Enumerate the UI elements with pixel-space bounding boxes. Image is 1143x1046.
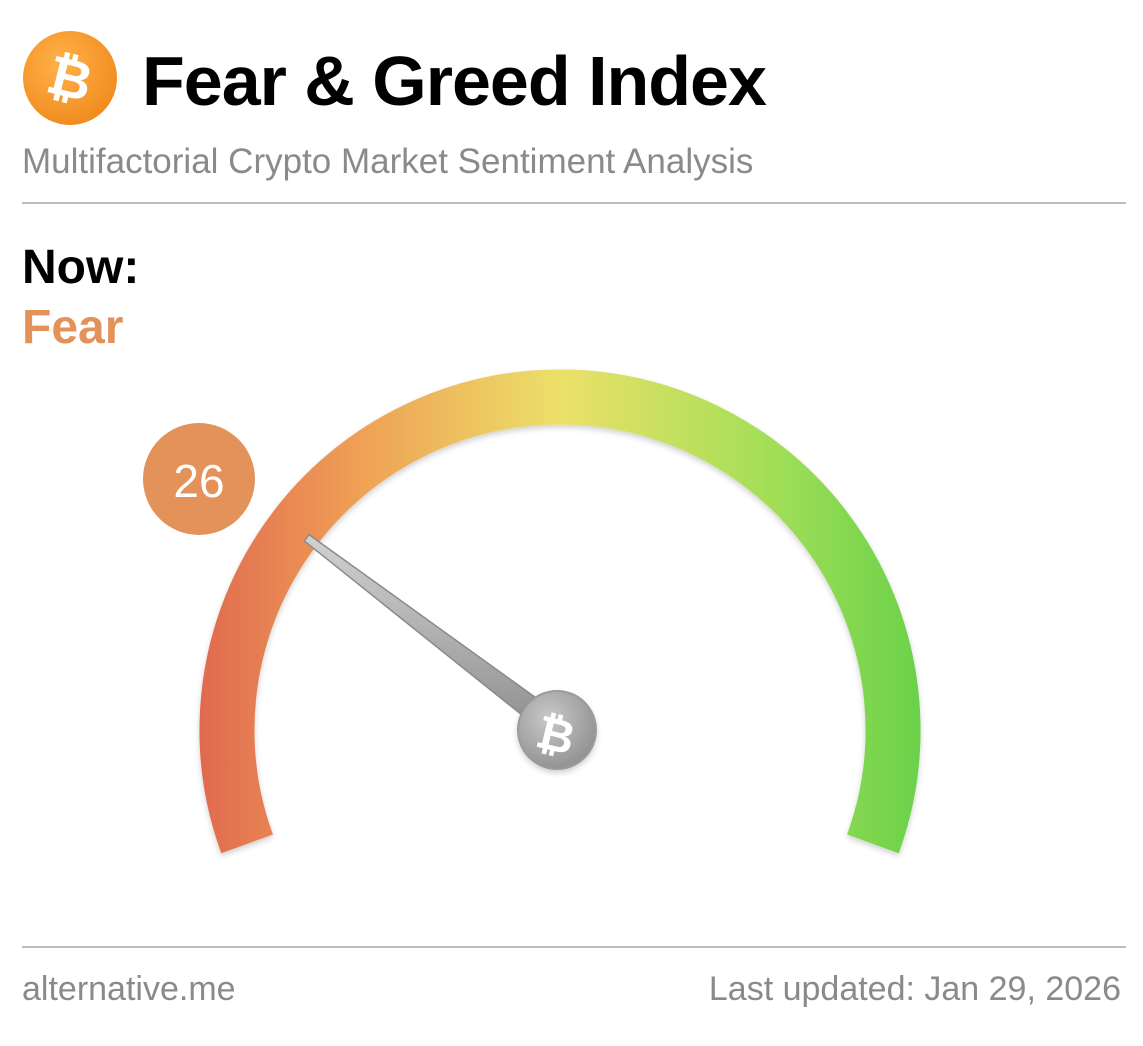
bitcoin-logo-icon: ₿ — [23, 31, 117, 125]
page-subtitle: Multifactorial Crypto Market Sentiment A… — [22, 142, 754, 181]
now-label: Now: — [22, 241, 140, 294]
source-link[interactable]: alternative.me — [22, 970, 236, 1008]
gauge-hub-icon: ₿ — [517, 690, 597, 770]
divider-top — [22, 202, 1126, 204]
sentiment-classification: Fear — [22, 301, 124, 354]
header: ₿ Fear & Greed Index — [22, 30, 1122, 140]
divider-bottom — [22, 946, 1126, 948]
sentiment-gauge: ₿ 26 — [143, 369, 921, 854]
gauge-value: 26 — [173, 455, 224, 507]
gauge-arc — [199, 369, 921, 854]
gauge-value-badge: 26 — [143, 423, 255, 535]
last-updated: Last updated: Jan 29, 2026 — [708, 970, 1121, 1008]
page-title: Fear & Greed Index — [142, 42, 767, 120]
